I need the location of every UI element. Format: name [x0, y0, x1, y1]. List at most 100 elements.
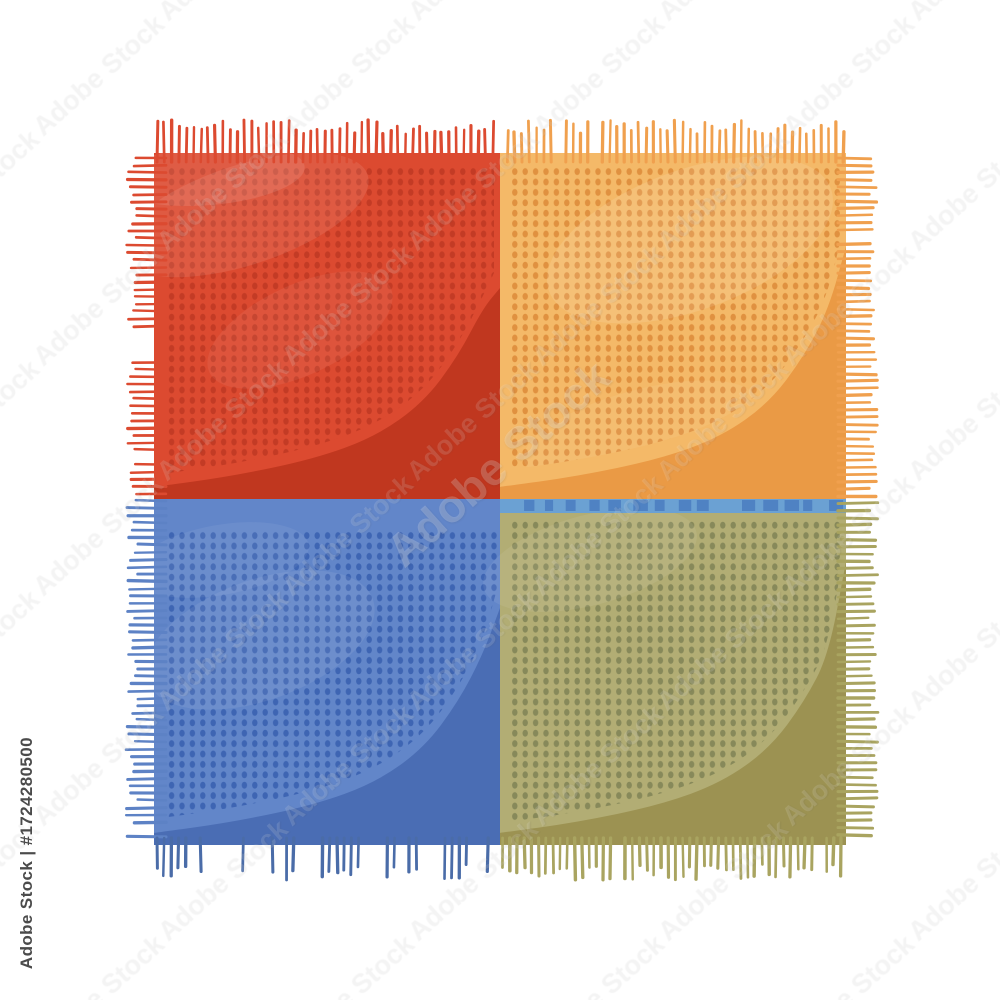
fringe-strand — [681, 120, 685, 164]
fringe-strand — [774, 836, 778, 879]
fringe-strand — [836, 322, 873, 326]
fringe-strand — [836, 587, 872, 592]
fringe-strand — [836, 595, 873, 599]
fringe-strand — [439, 130, 444, 164]
fringe-strand — [176, 836, 181, 870]
fringe-strand — [132, 309, 168, 313]
fringe-strand — [395, 124, 400, 164]
light-wash — [145, 570, 375, 710]
fringe-strand — [836, 775, 874, 780]
fringe-strand — [836, 271, 871, 275]
selvage-dash — [678, 500, 692, 511]
light-wash — [483, 508, 697, 612]
selvage-dash — [803, 500, 813, 511]
fringe-strand — [352, 131, 357, 164]
fringe-strand — [798, 126, 802, 164]
fringe-strand — [198, 836, 203, 874]
fringe-strand — [291, 836, 296, 873]
fringe-strand — [132, 396, 168, 401]
fringe-strand — [483, 128, 487, 164]
fringe-strand — [349, 836, 353, 877]
fringe-strand — [836, 739, 879, 744]
fringe-strand — [177, 124, 181, 164]
fringe-strand — [836, 199, 879, 204]
fringe-strand — [836, 660, 872, 664]
fringe-strand — [241, 836, 245, 873]
fringe-strand — [136, 696, 168, 701]
fringe-strand — [136, 798, 168, 802]
fringe-strand — [836, 486, 871, 491]
light-wash — [547, 156, 833, 324]
fringe-strand — [308, 129, 313, 164]
fringe-strand — [836, 616, 870, 621]
selvage-dash — [565, 500, 576, 511]
fringe-strand — [836, 378, 879, 383]
selvage-dash — [829, 500, 844, 511]
fringe-strand — [836, 479, 878, 484]
fringe-strand — [129, 404, 168, 408]
selvage-dash — [763, 500, 779, 511]
fringe-strand — [836, 156, 873, 161]
fringe-strand — [131, 638, 168, 642]
fringe-strand — [126, 565, 168, 570]
fringe-strand — [128, 630, 168, 635]
fringe-strand — [836, 372, 878, 377]
fringe-strand — [645, 836, 649, 872]
fringe-strand — [133, 288, 168, 292]
fringe-strand — [665, 129, 670, 164]
fringe-strand — [636, 120, 641, 164]
fringe-strand — [836, 213, 874, 217]
fringe-strand — [388, 128, 393, 164]
fringe-strand — [580, 836, 585, 880]
fringe-strand — [205, 126, 210, 164]
quadrant-orange — [500, 153, 846, 499]
selvage-dash — [524, 500, 535, 511]
fringe-strand — [788, 836, 793, 879]
fringe-strand — [836, 674, 873, 678]
fringe-strand — [462, 128, 466, 164]
fringe-strand — [126, 777, 168, 781]
fringe-strand — [133, 551, 168, 554]
fringe-strand — [485, 836, 490, 874]
shadow-fold — [154, 607, 500, 845]
fringe-strand — [717, 129, 722, 164]
fringe-strand — [132, 193, 168, 197]
fringe-strand — [802, 836, 807, 870]
fringe-strand — [327, 836, 332, 873]
selvage-dash — [544, 500, 554, 511]
fringe-border — [124, 118, 880, 882]
fringe-strand — [129, 557, 168, 562]
fringe-strand — [836, 538, 878, 542]
fringe-strand — [128, 587, 168, 591]
selvage-dash — [742, 500, 756, 511]
fringe-strand — [716, 836, 721, 870]
fringe-strand — [836, 826, 875, 830]
fringe-strand — [125, 724, 168, 730]
fringe-strand — [132, 163, 168, 168]
fringe-strand — [301, 131, 305, 164]
fringe-strand — [572, 836, 578, 882]
fringe-strand — [392, 836, 396, 869]
light-wash — [131, 522, 309, 598]
fringe-strand — [644, 126, 649, 164]
fringe-strand — [476, 129, 481, 164]
fringe-strand — [381, 131, 385, 164]
fringe-strand — [836, 307, 875, 312]
fringe-strand — [746, 836, 750, 879]
fringe-strand — [287, 119, 291, 164]
fringe-strand — [836, 833, 873, 838]
fringe-strand — [134, 235, 168, 240]
fringe-strand — [242, 118, 247, 164]
fringe-strand — [135, 717, 168, 722]
selvage-band — [500, 499, 846, 513]
quadrant-blue — [131, 499, 500, 845]
fringe-strand — [836, 804, 875, 809]
fringe-strand — [506, 129, 510, 164]
fringe-strand — [600, 120, 605, 164]
fringe-strand — [694, 836, 699, 881]
fringe-strand — [836, 681, 876, 686]
fringe-strand — [836, 472, 878, 477]
fringe-strand — [732, 122, 737, 164]
